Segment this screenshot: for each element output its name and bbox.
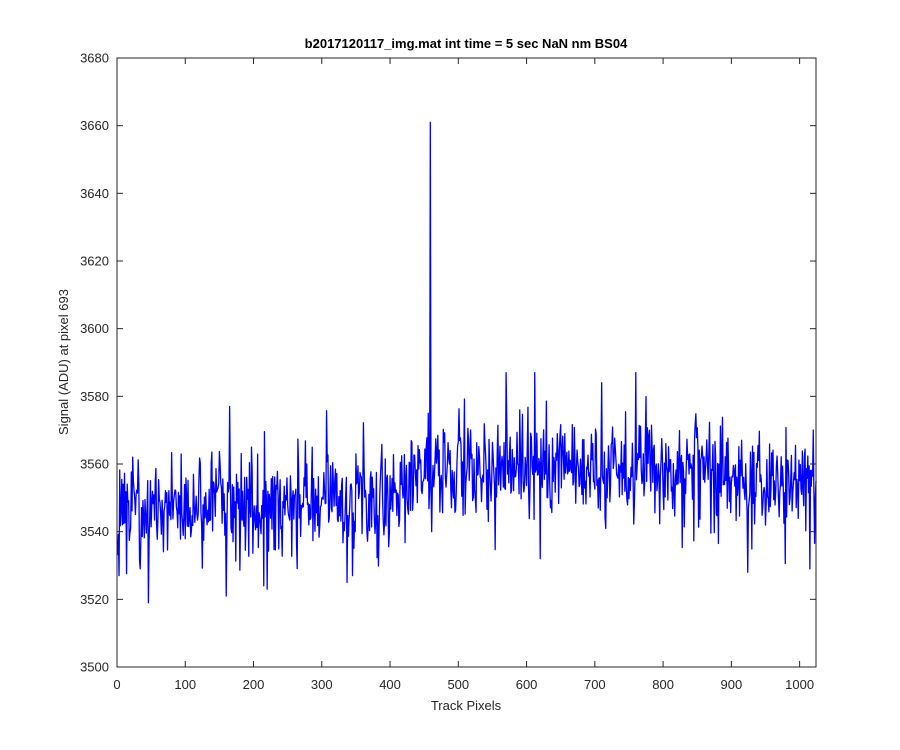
x-tick-label: 500	[447, 677, 469, 692]
y-tick-label: 3680	[80, 51, 109, 66]
x-tick-label: 200	[243, 677, 265, 692]
x-tick-label: 400	[379, 677, 401, 692]
chart-title: b2017120117_img.mat int time = 5 sec NaN…	[305, 36, 628, 51]
axes-box	[116, 57, 817, 668]
x-tick-label: 900	[721, 677, 743, 692]
series-group	[117, 121, 817, 604]
x-tick-label: 700	[584, 677, 606, 692]
y-tick-label: 3580	[80, 389, 109, 404]
y-tick-label: 3520	[80, 592, 109, 607]
x-tick-label: 600	[516, 677, 538, 692]
plot-area	[117, 58, 816, 667]
x-tick-label: 300	[311, 677, 333, 692]
x-tick-label: 100	[174, 677, 196, 692]
x-tick-label: 800	[652, 677, 674, 692]
y-tick-label: 3500	[80, 660, 109, 675]
y-tick-label: 3600	[80, 321, 109, 336]
y-tick-label: 3640	[80, 186, 109, 201]
series-line-0	[117, 121, 817, 604]
x-tick-label: 1000	[785, 677, 814, 692]
y-tick-label: 3540	[80, 524, 109, 539]
x-axis-label: Track Pixels	[431, 698, 502, 713]
x-tick-label: 0	[113, 677, 120, 692]
y-axis-label: Signal (ADU) at pixel 693	[56, 289, 71, 435]
y-tick-label: 3620	[80, 254, 109, 269]
y-tick-label: 3660	[80, 118, 109, 133]
y-tick-label: 3560	[80, 457, 109, 472]
axes-group: 0 100 200 300 400 500 600 700 800 900 1000 3500 3520…	[80, 51, 817, 692]
